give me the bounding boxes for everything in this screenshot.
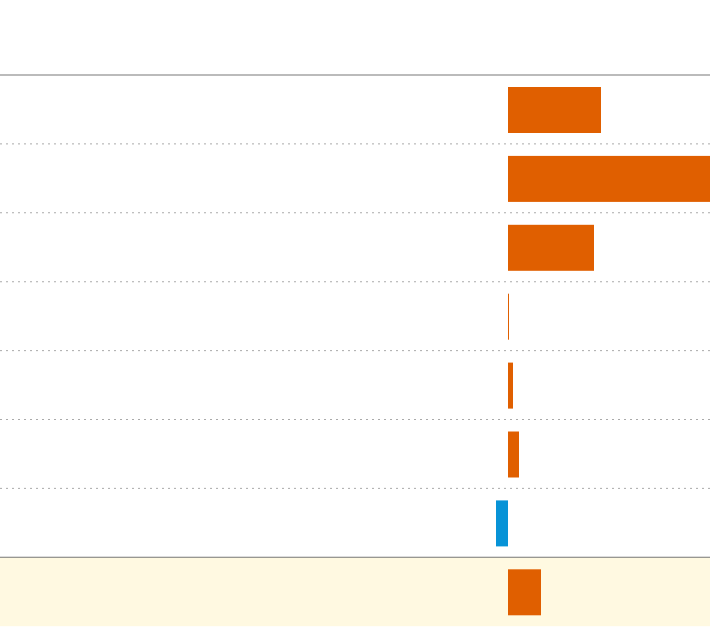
bar: [508, 155, 710, 202]
bar: [508, 224, 594, 271]
bar: [508, 569, 541, 616]
bar: [508, 87, 601, 133]
bar: [508, 431, 519, 478]
bar: [508, 293, 509, 340]
total-row-background: [0, 557, 710, 627]
bar: [496, 500, 508, 547]
bar: [508, 362, 513, 409]
